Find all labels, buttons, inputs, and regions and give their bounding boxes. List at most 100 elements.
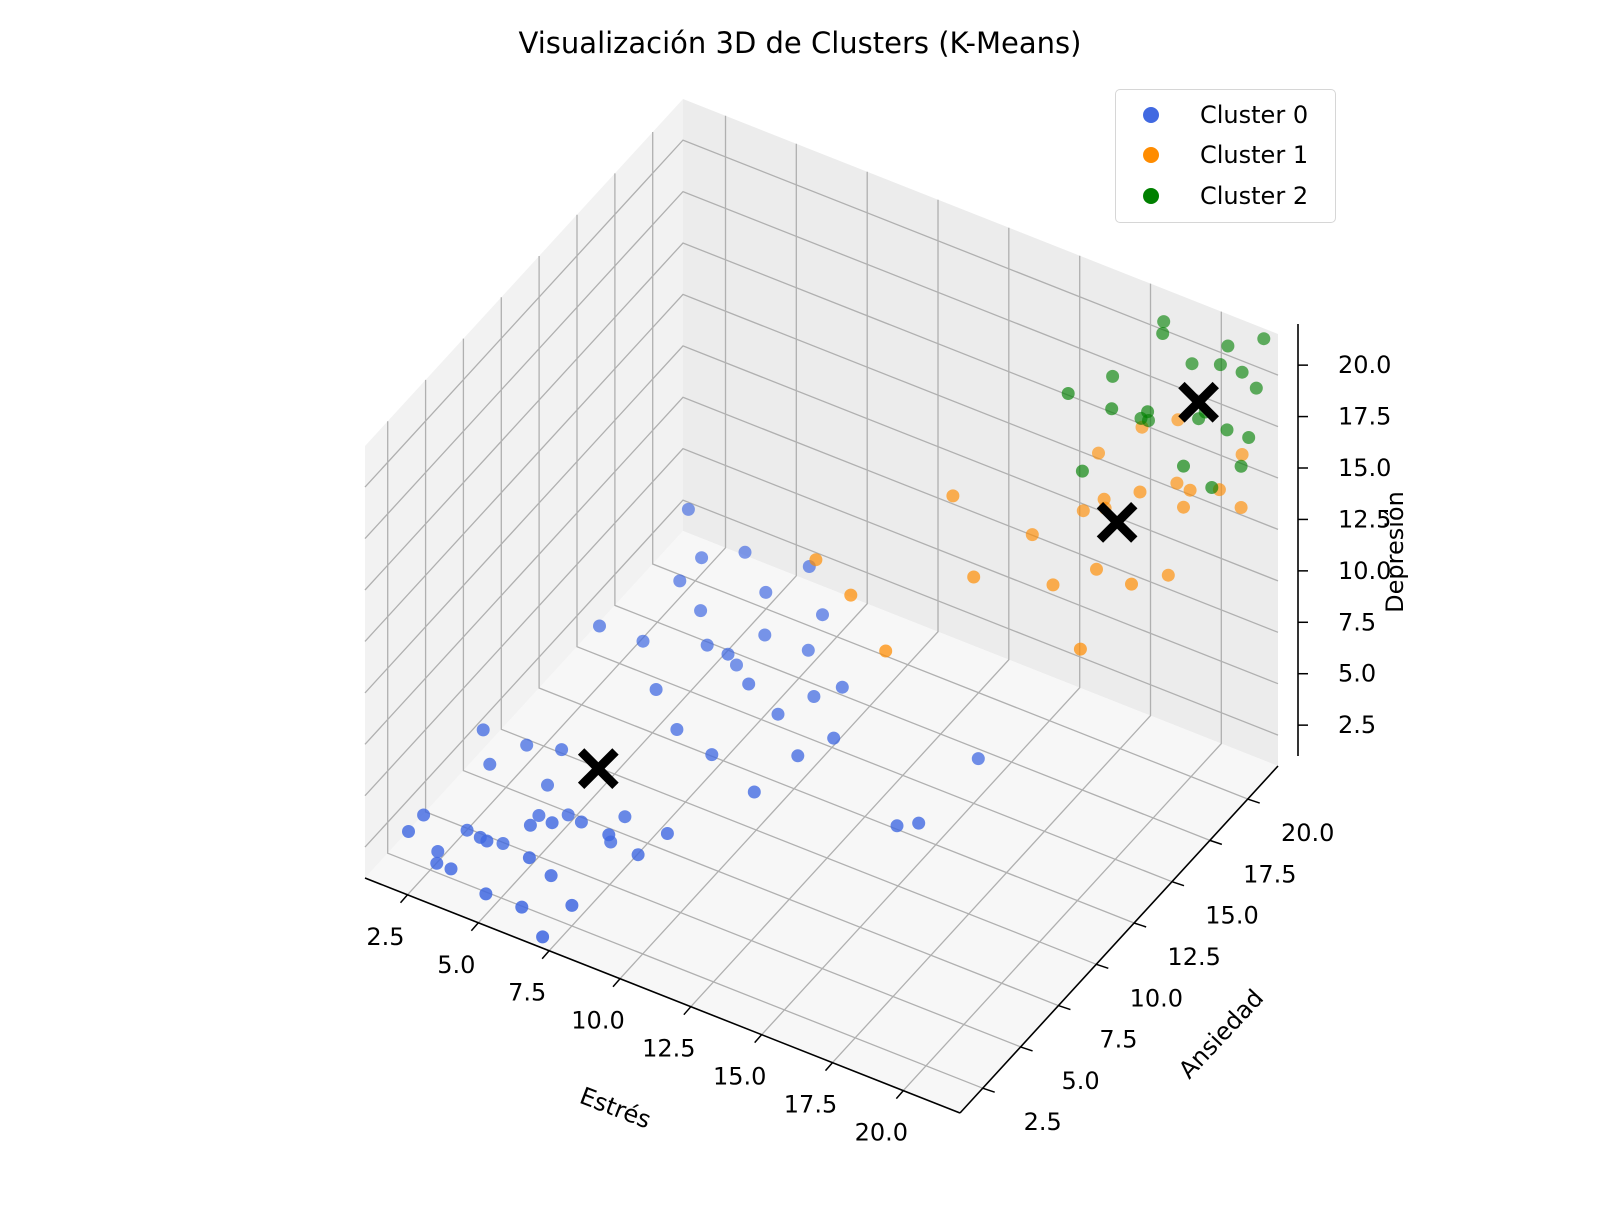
y-tick-label: 10.0 (1130, 984, 1183, 1012)
data-point-cluster-0 (431, 845, 445, 858)
data-point-cluster-1 (1235, 448, 1249, 461)
data-point-cluster-0 (681, 502, 695, 516)
data-point-cluster-0 (593, 619, 606, 633)
legend-marker-cluster-0 (1143, 107, 1159, 123)
data-point-cluster-0 (545, 816, 559, 830)
data-point-cluster-2 (1242, 431, 1256, 444)
data-point-cluster-0 (730, 658, 743, 672)
y-tick (1171, 880, 1185, 887)
data-point-cluster-0 (705, 748, 719, 762)
data-point-cluster-2 (1157, 315, 1171, 329)
grid-line-x (832, 283, 1152, 1064)
data-point-cluster-1 (1161, 568, 1175, 582)
centroid-stroke (1178, 381, 1219, 423)
z-tick-label: 15.0 (1338, 454, 1391, 482)
grid-line-y (614, 173, 1211, 842)
y-tick (1133, 922, 1147, 928)
y-axis-line (959, 765, 1279, 1114)
data-point-cluster-0 (890, 819, 904, 833)
data-point-cluster-1 (1097, 492, 1111, 506)
data-point-cluster-0 (827, 731, 841, 745)
data-point-cluster-0 (670, 723, 684, 736)
data-point-cluster-0 (912, 816, 926, 830)
data-point-cluster-0 (816, 608, 829, 622)
data-point-cluster-0 (618, 810, 632, 824)
x-tick-label: 17.5 (784, 1091, 837, 1119)
y-tick (1058, 1004, 1071, 1011)
data-point-cluster-0 (649, 683, 663, 696)
y-tick-label: 2.5 (1024, 1108, 1062, 1136)
data-point-cluster-0 (660, 827, 674, 840)
pane-left (365, 99, 683, 878)
data-point-cluster-0 (541, 778, 554, 792)
data-point-cluster-2 (1213, 358, 1227, 372)
y-tick (1209, 839, 1223, 846)
z-tick-label: 7.5 (1338, 608, 1376, 636)
data-point-cluster-1 (1234, 501, 1248, 514)
data-point-cluster-0 (496, 837, 510, 850)
grid-line-z (364, 242, 1279, 591)
legend-label-cluster-0: Cluster 0 (1200, 101, 1309, 129)
centroid-marker (1178, 381, 1219, 423)
data-point-cluster-1 (1170, 476, 1184, 490)
x-tick (683, 1006, 692, 1016)
data-point-cluster-0 (673, 574, 687, 588)
y-tick-label: 20.0 (1281, 819, 1334, 847)
legend-label-cluster-1: Cluster 1 (1200, 141, 1309, 169)
data-point-cluster-0 (758, 628, 772, 642)
data-point-cluster-0 (771, 707, 785, 721)
data-point-cluster-0 (791, 749, 805, 763)
x-tick (895, 1090, 904, 1100)
x-tick-label: 20.0 (855, 1119, 908, 1147)
data-point-cluster-1 (1092, 446, 1105, 460)
legend-marker-cluster-2 (1143, 188, 1159, 204)
data-point-cluster-0 (807, 690, 821, 703)
data-point-cluster-2 (1185, 357, 1199, 371)
data-point-cluster-0 (480, 834, 494, 848)
data-point-cluster-1 (946, 489, 960, 503)
z-tick-label: 17.5 (1338, 403, 1391, 431)
y-tick-label: 5.0 (1061, 1067, 1099, 1095)
data-point-cluster-0 (476, 723, 490, 737)
data-point-cluster-0 (536, 930, 550, 944)
centroid-stroke (1096, 502, 1138, 543)
x-tick-label: 10.0 (571, 1007, 624, 1035)
data-point-cluster-1 (809, 553, 823, 567)
data-point-cluster-2 (1177, 459, 1190, 473)
data-point-cluster-1 (1125, 577, 1138, 591)
data-point-cluster-1 (1177, 500, 1190, 514)
data-point-cluster-1 (1076, 504, 1090, 518)
centroid-marker (1096, 502, 1138, 543)
data-point-cluster-1 (1025, 528, 1039, 542)
data-point-cluster-2 (1142, 414, 1155, 427)
grid-line-z (364, 190, 1279, 540)
data-point-cluster-1 (1183, 483, 1197, 497)
data-point-cluster-0 (479, 887, 493, 901)
data-point-cluster-0 (483, 757, 497, 771)
x-tick-label: 15.0 (713, 1063, 766, 1091)
data-point-cluster-0 (602, 828, 616, 842)
y-tick-label: 12.5 (1167, 943, 1220, 971)
data-point-cluster-0 (532, 809, 546, 822)
z-axis-label: Depresión (1381, 491, 1409, 613)
data-point-cluster-1 (967, 570, 981, 584)
data-point-cluster-0 (631, 848, 645, 862)
data-point-cluster-1 (844, 588, 858, 602)
legend-label-cluster-2: Cluster 2 (1200, 182, 1309, 210)
z-tick-label: 12.5 (1338, 505, 1391, 533)
data-point-cluster-2 (1235, 365, 1249, 379)
z-tick-label: 20.0 (1338, 351, 1391, 379)
data-point-cluster-1 (1133, 485, 1147, 499)
y-tick (1020, 1046, 1033, 1052)
data-point-cluster-0 (971, 752, 985, 766)
grid-line-z (364, 139, 1279, 488)
y-tick-label: 15.0 (1205, 902, 1258, 930)
grid-line-x (902, 311, 1222, 1092)
data-point-cluster-1 (1090, 562, 1103, 576)
data-point-cluster-2 (1075, 464, 1089, 478)
data-point-cluster-2 (1249, 381, 1263, 395)
y-tick-label: 7.5 (1099, 1026, 1137, 1054)
data-point-cluster-0 (759, 585, 773, 599)
data-point-cluster-2 (1106, 369, 1120, 383)
